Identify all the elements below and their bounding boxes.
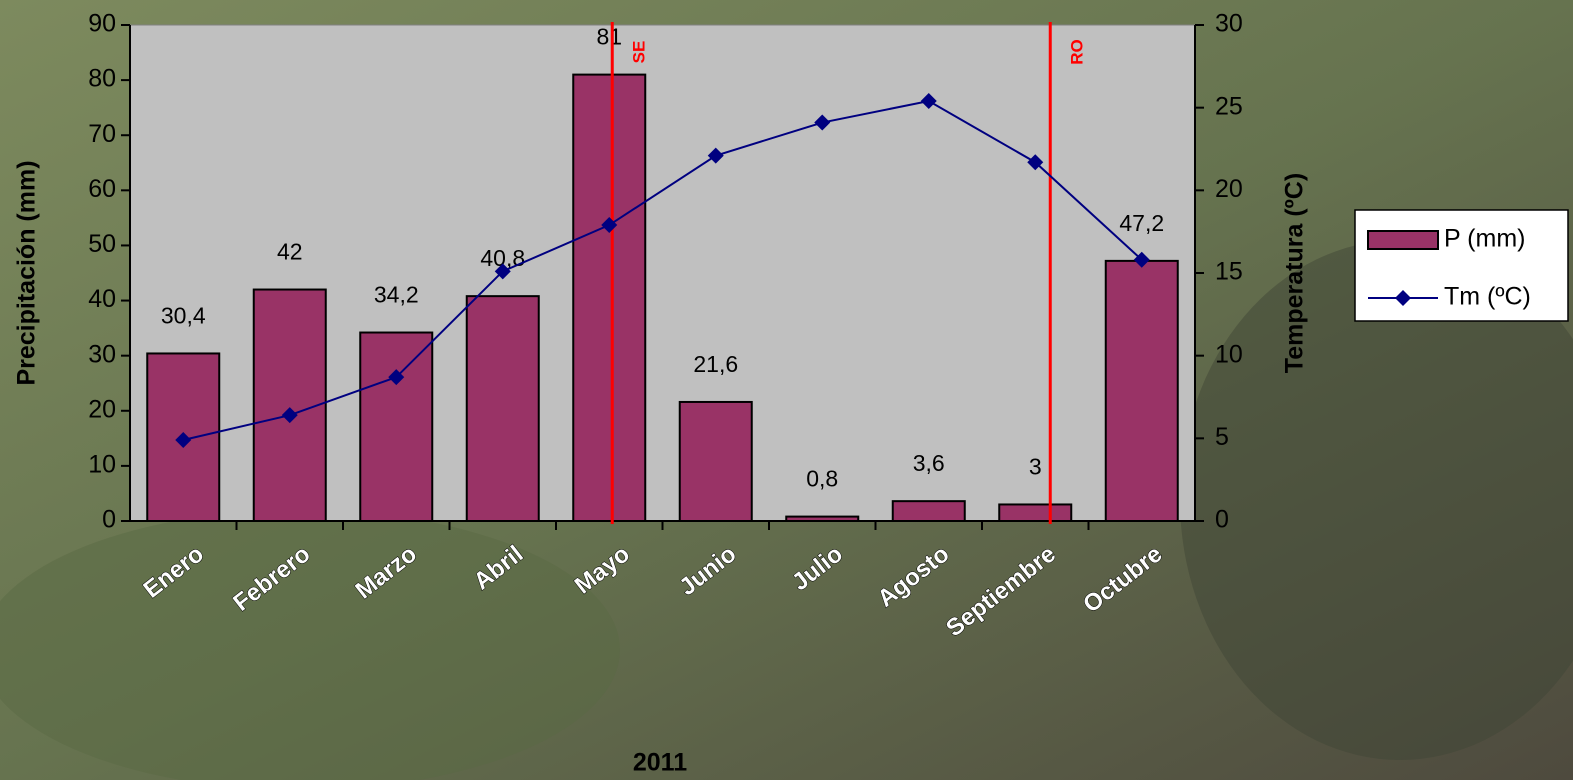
legend-label: Tm (ºC) bbox=[1444, 283, 1531, 311]
bar bbox=[998, 503, 1073, 523]
annotation: SE bbox=[630, 41, 649, 64]
marker bbox=[920, 93, 937, 110]
bar bbox=[785, 515, 860, 523]
data-label: 0,8 bbox=[806, 466, 838, 492]
y-tick-label: 40 bbox=[88, 285, 116, 313]
marker bbox=[601, 217, 618, 234]
background-shade bbox=[0, 510, 620, 780]
legend-swatch bbox=[1395, 290, 1411, 306]
data-label: 30,4 bbox=[161, 303, 206, 329]
marker bbox=[1027, 154, 1044, 171]
y-tick-label: 50 bbox=[88, 230, 116, 258]
data-label: 3,6 bbox=[913, 450, 945, 476]
y2-tick-label: 15 bbox=[1215, 258, 1243, 286]
legend-swatch bbox=[1367, 230, 1439, 250]
y-tick-label: 30 bbox=[88, 340, 116, 368]
y-tick-label: 60 bbox=[88, 175, 116, 203]
data-label: 34,2 bbox=[374, 282, 419, 308]
legend bbox=[1354, 209, 1569, 322]
y-tick-label: 90 bbox=[88, 10, 116, 38]
y-axis-title: Precipitación (mm) bbox=[13, 160, 41, 385]
bar bbox=[359, 331, 434, 522]
y-tick-label: 0 bbox=[102, 506, 116, 534]
y2-tick-label: 10 bbox=[1215, 340, 1243, 368]
marker bbox=[814, 114, 831, 131]
background-shade bbox=[1180, 240, 1573, 760]
annotation: RO bbox=[1068, 39, 1087, 65]
bar bbox=[572, 73, 647, 522]
data-label: 42 bbox=[277, 239, 303, 265]
data-label: 3 bbox=[1029, 454, 1042, 480]
y2-tick-label: 20 bbox=[1215, 175, 1243, 203]
marker bbox=[175, 431, 192, 448]
marker bbox=[707, 147, 724, 164]
data-label: 81 bbox=[596, 24, 622, 50]
data-label: 47,2 bbox=[1119, 210, 1164, 236]
legend-label: P (mm) bbox=[1444, 225, 1525, 253]
bar bbox=[252, 288, 327, 522]
bar bbox=[465, 295, 540, 522]
y2-axis-title: Temperatura (ºC) bbox=[1281, 173, 1309, 373]
y-tick-label: 80 bbox=[88, 65, 116, 93]
marker bbox=[388, 369, 405, 386]
line bbox=[183, 99, 1143, 441]
data-label: 21,6 bbox=[693, 351, 738, 377]
x-axis-title: 2011 bbox=[633, 749, 687, 777]
y2-tick-label: 25 bbox=[1215, 92, 1243, 120]
marker bbox=[1133, 251, 1150, 268]
y2-tick-label: 5 bbox=[1215, 423, 1229, 451]
y2-tick-label: 30 bbox=[1215, 10, 1243, 38]
y-tick-label: 10 bbox=[88, 450, 116, 478]
marker bbox=[494, 263, 511, 280]
y-tick-label: 20 bbox=[88, 395, 116, 423]
bar bbox=[678, 400, 753, 522]
marker bbox=[281, 407, 298, 424]
bar bbox=[1104, 259, 1179, 522]
y-tick-label: 70 bbox=[88, 120, 116, 148]
y2-tick-label: 0 bbox=[1215, 506, 1229, 534]
bar bbox=[891, 500, 966, 523]
